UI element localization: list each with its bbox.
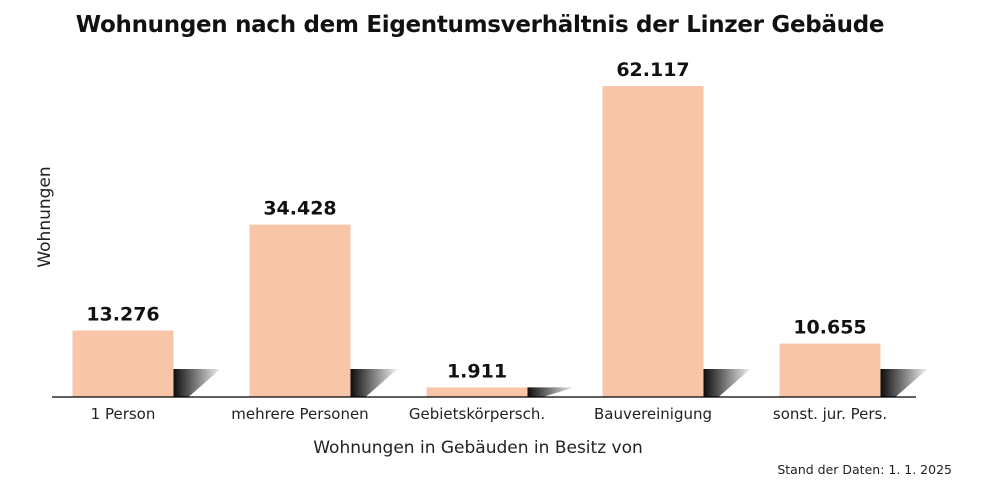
bar xyxy=(779,343,881,397)
bar-value-label: 10.655 xyxy=(793,317,866,339)
bars xyxy=(72,86,881,397)
category-label: mehrere Personen xyxy=(231,405,368,423)
value-labels: 13.276 34.428 1.911 62.117 10.655 xyxy=(86,59,866,382)
bar-shadow xyxy=(173,369,221,397)
category-labels: 1 Person mehrere Personen Gebietskörpersch… xyxy=(91,405,887,423)
bar xyxy=(426,387,528,397)
bar-shadow xyxy=(880,369,928,397)
bar-value-label: 13.276 xyxy=(86,304,159,326)
bar-shadows xyxy=(173,369,928,397)
bar xyxy=(72,330,174,397)
bar xyxy=(249,224,351,397)
category-label: sonst. jur. Pers. xyxy=(773,405,887,423)
y-axis-title: Wohnungen xyxy=(35,166,55,267)
category-label: Gebietskörpersch. xyxy=(409,405,545,423)
category-label: Bauvereinigung xyxy=(594,405,712,423)
x-axis-title: Wohnungen in Gebäuden in Besitz von xyxy=(313,438,643,458)
bar-value-label: 1.911 xyxy=(447,360,507,382)
bar-shadow xyxy=(350,369,398,397)
chart-title: Wohnungen nach dem Eigentumsverhältnis d… xyxy=(75,12,885,38)
bar-shadow xyxy=(703,369,751,397)
data-date-note: Stand der Daten: 1. 1. 2025 xyxy=(777,462,952,477)
bar-shadow xyxy=(527,387,575,397)
bar-value-label: 34.428 xyxy=(263,198,336,220)
bar-value-label: 62.117 xyxy=(616,59,689,81)
category-label: 1 Person xyxy=(91,405,156,423)
bar xyxy=(602,86,704,397)
